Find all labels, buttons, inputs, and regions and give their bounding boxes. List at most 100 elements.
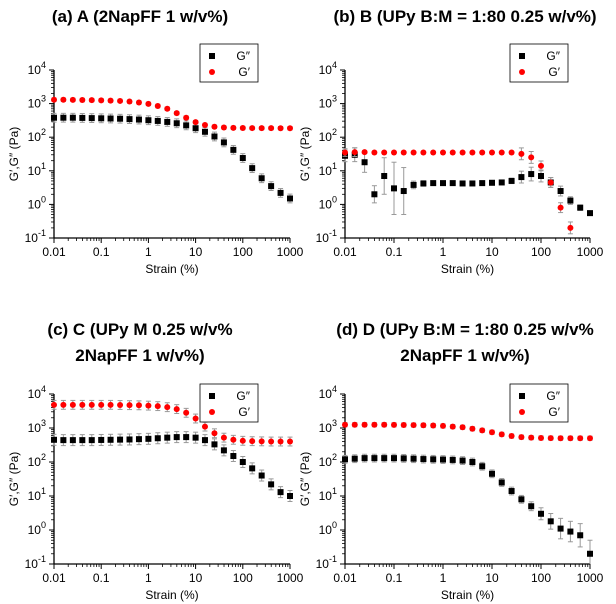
data-point-circle [211, 123, 218, 130]
legend-label: G″ [236, 389, 250, 403]
data-point-square [410, 181, 417, 188]
y-tick-exponent: 4 [332, 60, 337, 70]
data-point-circle [183, 114, 190, 121]
x-tick-label: 0.1 [386, 571, 403, 585]
y-tick-base: 10 [28, 63, 42, 77]
data-point-circle [230, 436, 237, 443]
data-point-circle [459, 424, 466, 431]
data-point-square [538, 510, 544, 517]
legend-box [509, 43, 569, 83]
data-point-square [164, 118, 171, 125]
x-tick-label: 1 [440, 571, 447, 585]
data-point-circle [528, 154, 535, 161]
data-point-circle [449, 423, 456, 430]
data-point-square [287, 195, 293, 202]
data-point-circle [479, 427, 486, 434]
data-point-square [440, 180, 446, 187]
data-point-square [277, 489, 284, 496]
chart-panel-1: (a) A (2NapFF 1 w/v%)0.01 0.1 1 10 100 100010… [7, 7, 304, 276]
data-point-square [361, 159, 368, 166]
data-point-circle [51, 96, 57, 103]
y-tick-label: 101 [319, 486, 337, 503]
data-point-square [489, 470, 495, 477]
data-point-circle [557, 435, 564, 442]
x-tick-label: 1000 [277, 571, 304, 585]
data-point-square [479, 180, 486, 187]
y-tick-base: 10 [25, 231, 39, 245]
data-point-circle [518, 150, 525, 157]
y-tick-exponent: -1 [329, 554, 337, 564]
data-point-circle [220, 434, 227, 441]
y-axis-label: G′,G″ (Pa) [298, 127, 312, 182]
data-point-square [249, 165, 256, 172]
y-tick-exponent: 2 [41, 127, 46, 137]
y-tick-base: 10 [25, 557, 39, 571]
y-tick-exponent: 2 [41, 452, 46, 462]
x-tick-label: 0.01 [42, 245, 66, 259]
data-point-square [361, 455, 368, 462]
y-tick-exponent: 3 [332, 418, 337, 428]
y-tick-exponent: 0 [332, 520, 337, 530]
data-point-circle [107, 97, 114, 104]
data-point-square [577, 204, 584, 211]
data-point-square [371, 191, 378, 198]
x-tick-label: 1000 [577, 571, 604, 585]
data-point-circle [287, 438, 293, 445]
y-tick-exponent: 0 [332, 194, 337, 204]
y-tick-label: 100 [28, 520, 46, 537]
y-tick-exponent: 1 [332, 161, 337, 171]
data-point-square [258, 472, 265, 479]
data-point-circle [351, 421, 358, 428]
y-tick-label: 101 [319, 161, 337, 178]
data-point-circle [79, 401, 86, 408]
y-tick-base: 10 [28, 489, 42, 503]
data-point-circle [489, 149, 495, 156]
data-point-circle [69, 401, 76, 408]
data-point-circle [371, 421, 378, 428]
y-tick-exponent: 2 [332, 452, 337, 462]
data-point-circle [145, 402, 152, 409]
series-g-double-prime [51, 112, 293, 204]
data-point-square [117, 436, 124, 443]
data-point-circle [88, 401, 95, 408]
data-point-square [69, 437, 76, 444]
data-point-square [201, 437, 208, 444]
data-point-square [230, 146, 237, 153]
y-tick-label: 102 [319, 452, 337, 469]
data-point-square [268, 481, 275, 488]
y-tick-exponent: -1 [38, 228, 46, 238]
x-tick-label: 0.1 [386, 245, 403, 259]
data-point-circle [51, 401, 57, 408]
y-tick-base: 10 [28, 455, 42, 469]
y-tick-label: 102 [28, 452, 46, 469]
x-tick-label: 0.01 [333, 571, 357, 585]
data-point-square [69, 114, 76, 121]
data-point-square [371, 455, 378, 462]
data-point-square [557, 525, 564, 532]
x-tick-label: 0.1 [93, 571, 110, 585]
data-point-circle [249, 438, 256, 445]
data-point-square [145, 117, 152, 124]
data-point-circle [528, 434, 535, 441]
data-point-circle [60, 401, 67, 408]
x-tick-label: 10 [189, 571, 203, 585]
data-point-circle [361, 149, 368, 156]
data-point-square [249, 465, 256, 472]
chart-title-line: (c) C (UPy M 0.25 w/v% [47, 320, 232, 339]
data-point-square [60, 114, 67, 121]
data-point-circle [508, 433, 515, 440]
data-point-circle [183, 409, 190, 416]
data-point-circle [135, 99, 142, 106]
chart-title-line: 2NapFF 1 w/v%) [400, 346, 529, 365]
y-tick-base: 10 [319, 130, 333, 144]
y-tick-exponent: 3 [41, 94, 46, 104]
x-tick-label: 1 [145, 571, 152, 585]
x-tick-label: 0.01 [333, 245, 357, 259]
data-point-circle [489, 429, 495, 436]
data-point-square [154, 117, 161, 124]
data-point-square [577, 532, 584, 539]
data-point-square [107, 115, 114, 122]
data-point-square [508, 488, 515, 495]
y-tick-base: 10 [28, 523, 42, 537]
data-point-circle [154, 102, 161, 109]
